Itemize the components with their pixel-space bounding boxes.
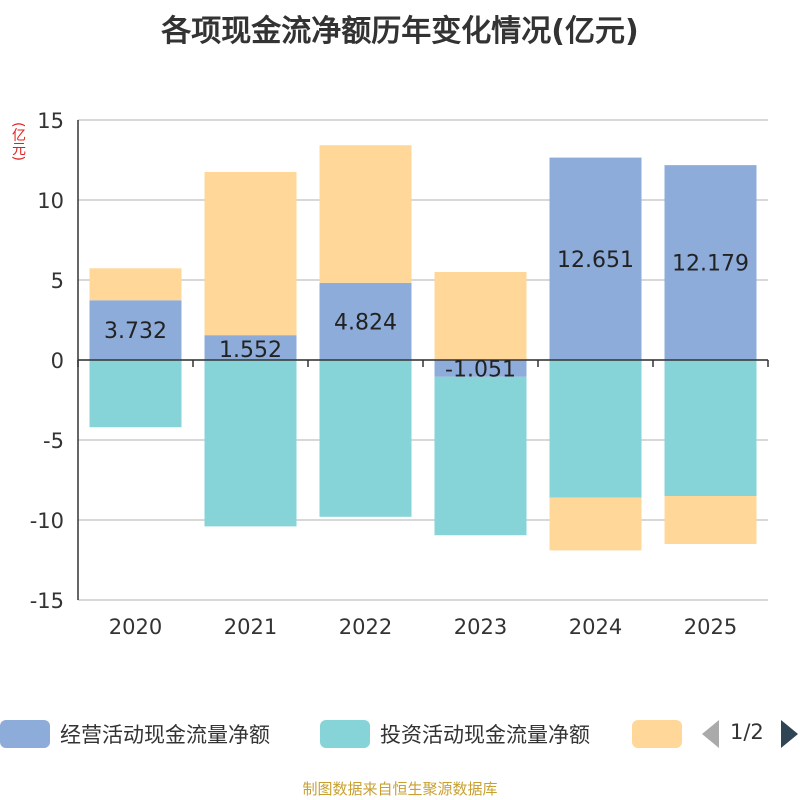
legend-item-investing[interactable]: 投资活动现金流量净额 — [320, 716, 590, 752]
bar-investing-2021[interactable] — [204, 360, 297, 527]
y-tick-label: 15 — [37, 109, 64, 133]
bar-operating-2025[interactable] — [664, 165, 757, 360]
chart-plot: 15 10 5 0 -5 -10 -15 3.732 1.552 4.824 -1.051 12.65… — [30, 109, 769, 639]
y-tick-label: -5 — [43, 429, 64, 453]
data-label-operating-2023: -1.051 — [445, 357, 516, 382]
legend-item-financing[interactable] — [632, 716, 682, 752]
y-tick-label: 0 — [51, 349, 64, 373]
data-label-operating-2021: 1.552 — [219, 338, 282, 363]
legend: 经营活动现金流量净额 投资活动现金流量净额 1/2 — [0, 716, 800, 756]
legend-page-indicator: 1/2 — [730, 720, 764, 744]
legend-swatch-investing — [320, 720, 370, 748]
x-tick-label: 2021 — [224, 615, 277, 639]
bar-operating-2022[interactable] — [319, 282, 412, 360]
legend-label-investing: 投资活动现金流量净额 — [380, 723, 590, 747]
chart-title: 各项现金流净额历年变化情况(亿元) — [161, 14, 639, 49]
bar-financing-2021[interactable] — [204, 171, 297, 336]
data-label-operating-2020: 3.732 — [104, 319, 167, 344]
legend-item-operating[interactable]: 经营活动现金流量净额 — [0, 716, 270, 752]
y-tick-label: -10 — [30, 509, 64, 533]
bar-financing-2024[interactable] — [549, 497, 642, 551]
legend-swatch-financing — [632, 720, 682, 748]
x-tick-label: 2025 — [684, 615, 737, 639]
x-tick-label: 2022 — [339, 615, 392, 639]
data-label-operating-2022: 4.824 — [334, 310, 397, 335]
y-tick-label: -15 — [30, 589, 64, 613]
legend-pager: 1/2 — [700, 718, 800, 750]
data-label-operating-2024: 12.651 — [557, 248, 634, 273]
bar-investing-2020[interactable] — [89, 360, 182, 428]
bar-financing-2025[interactable] — [664, 496, 757, 544]
x-tick-label: 2020 — [109, 615, 162, 639]
x-tick-label: 2023 — [454, 615, 507, 639]
legend-prev-icon[interactable] — [702, 720, 719, 748]
legend-next-icon[interactable] — [781, 720, 798, 748]
x-tick-label: 2024 — [569, 615, 622, 639]
data-label-operating-2025: 12.179 — [672, 252, 749, 277]
bar-operating-2020[interactable] — [89, 300, 182, 360]
bar-investing-2022[interactable] — [319, 360, 412, 517]
bar-investing-2023[interactable] — [434, 376, 527, 536]
bar-investing-2025[interactable] — [664, 360, 757, 496]
legend-swatch-operating — [0, 720, 50, 748]
bar-financing-2020[interactable] — [89, 268, 182, 301]
bar-operating-2024[interactable] — [549, 157, 642, 360]
bar-investing-2024[interactable] — [549, 360, 642, 498]
bar-financing-2023[interactable] — [434, 272, 527, 360]
y-axis-unit: (亿元) — [10, 122, 26, 161]
legend-label-operating: 经营活动现金流量净额 — [60, 723, 270, 747]
bar-financing-2022[interactable] — [319, 145, 412, 283]
y-tick-label: 5 — [51, 269, 64, 293]
y-tick-label: 10 — [37, 189, 64, 213]
bar-operating-2023[interactable] — [434, 360, 527, 377]
data-source-note: 制图数据来自恒生聚源数据库 — [302, 780, 498, 798]
bar-operating-2021[interactable] — [204, 335, 297, 360]
